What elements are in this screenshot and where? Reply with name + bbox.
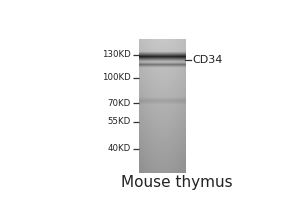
Text: 100KD: 100KD (102, 73, 130, 82)
Text: 55KD: 55KD (107, 117, 130, 126)
Text: 130KD: 130KD (102, 50, 130, 59)
Text: 70KD: 70KD (107, 99, 130, 108)
Text: Mouse thymus: Mouse thymus (121, 175, 233, 190)
Text: CD34: CD34 (192, 55, 223, 65)
Text: 40KD: 40KD (107, 144, 130, 153)
